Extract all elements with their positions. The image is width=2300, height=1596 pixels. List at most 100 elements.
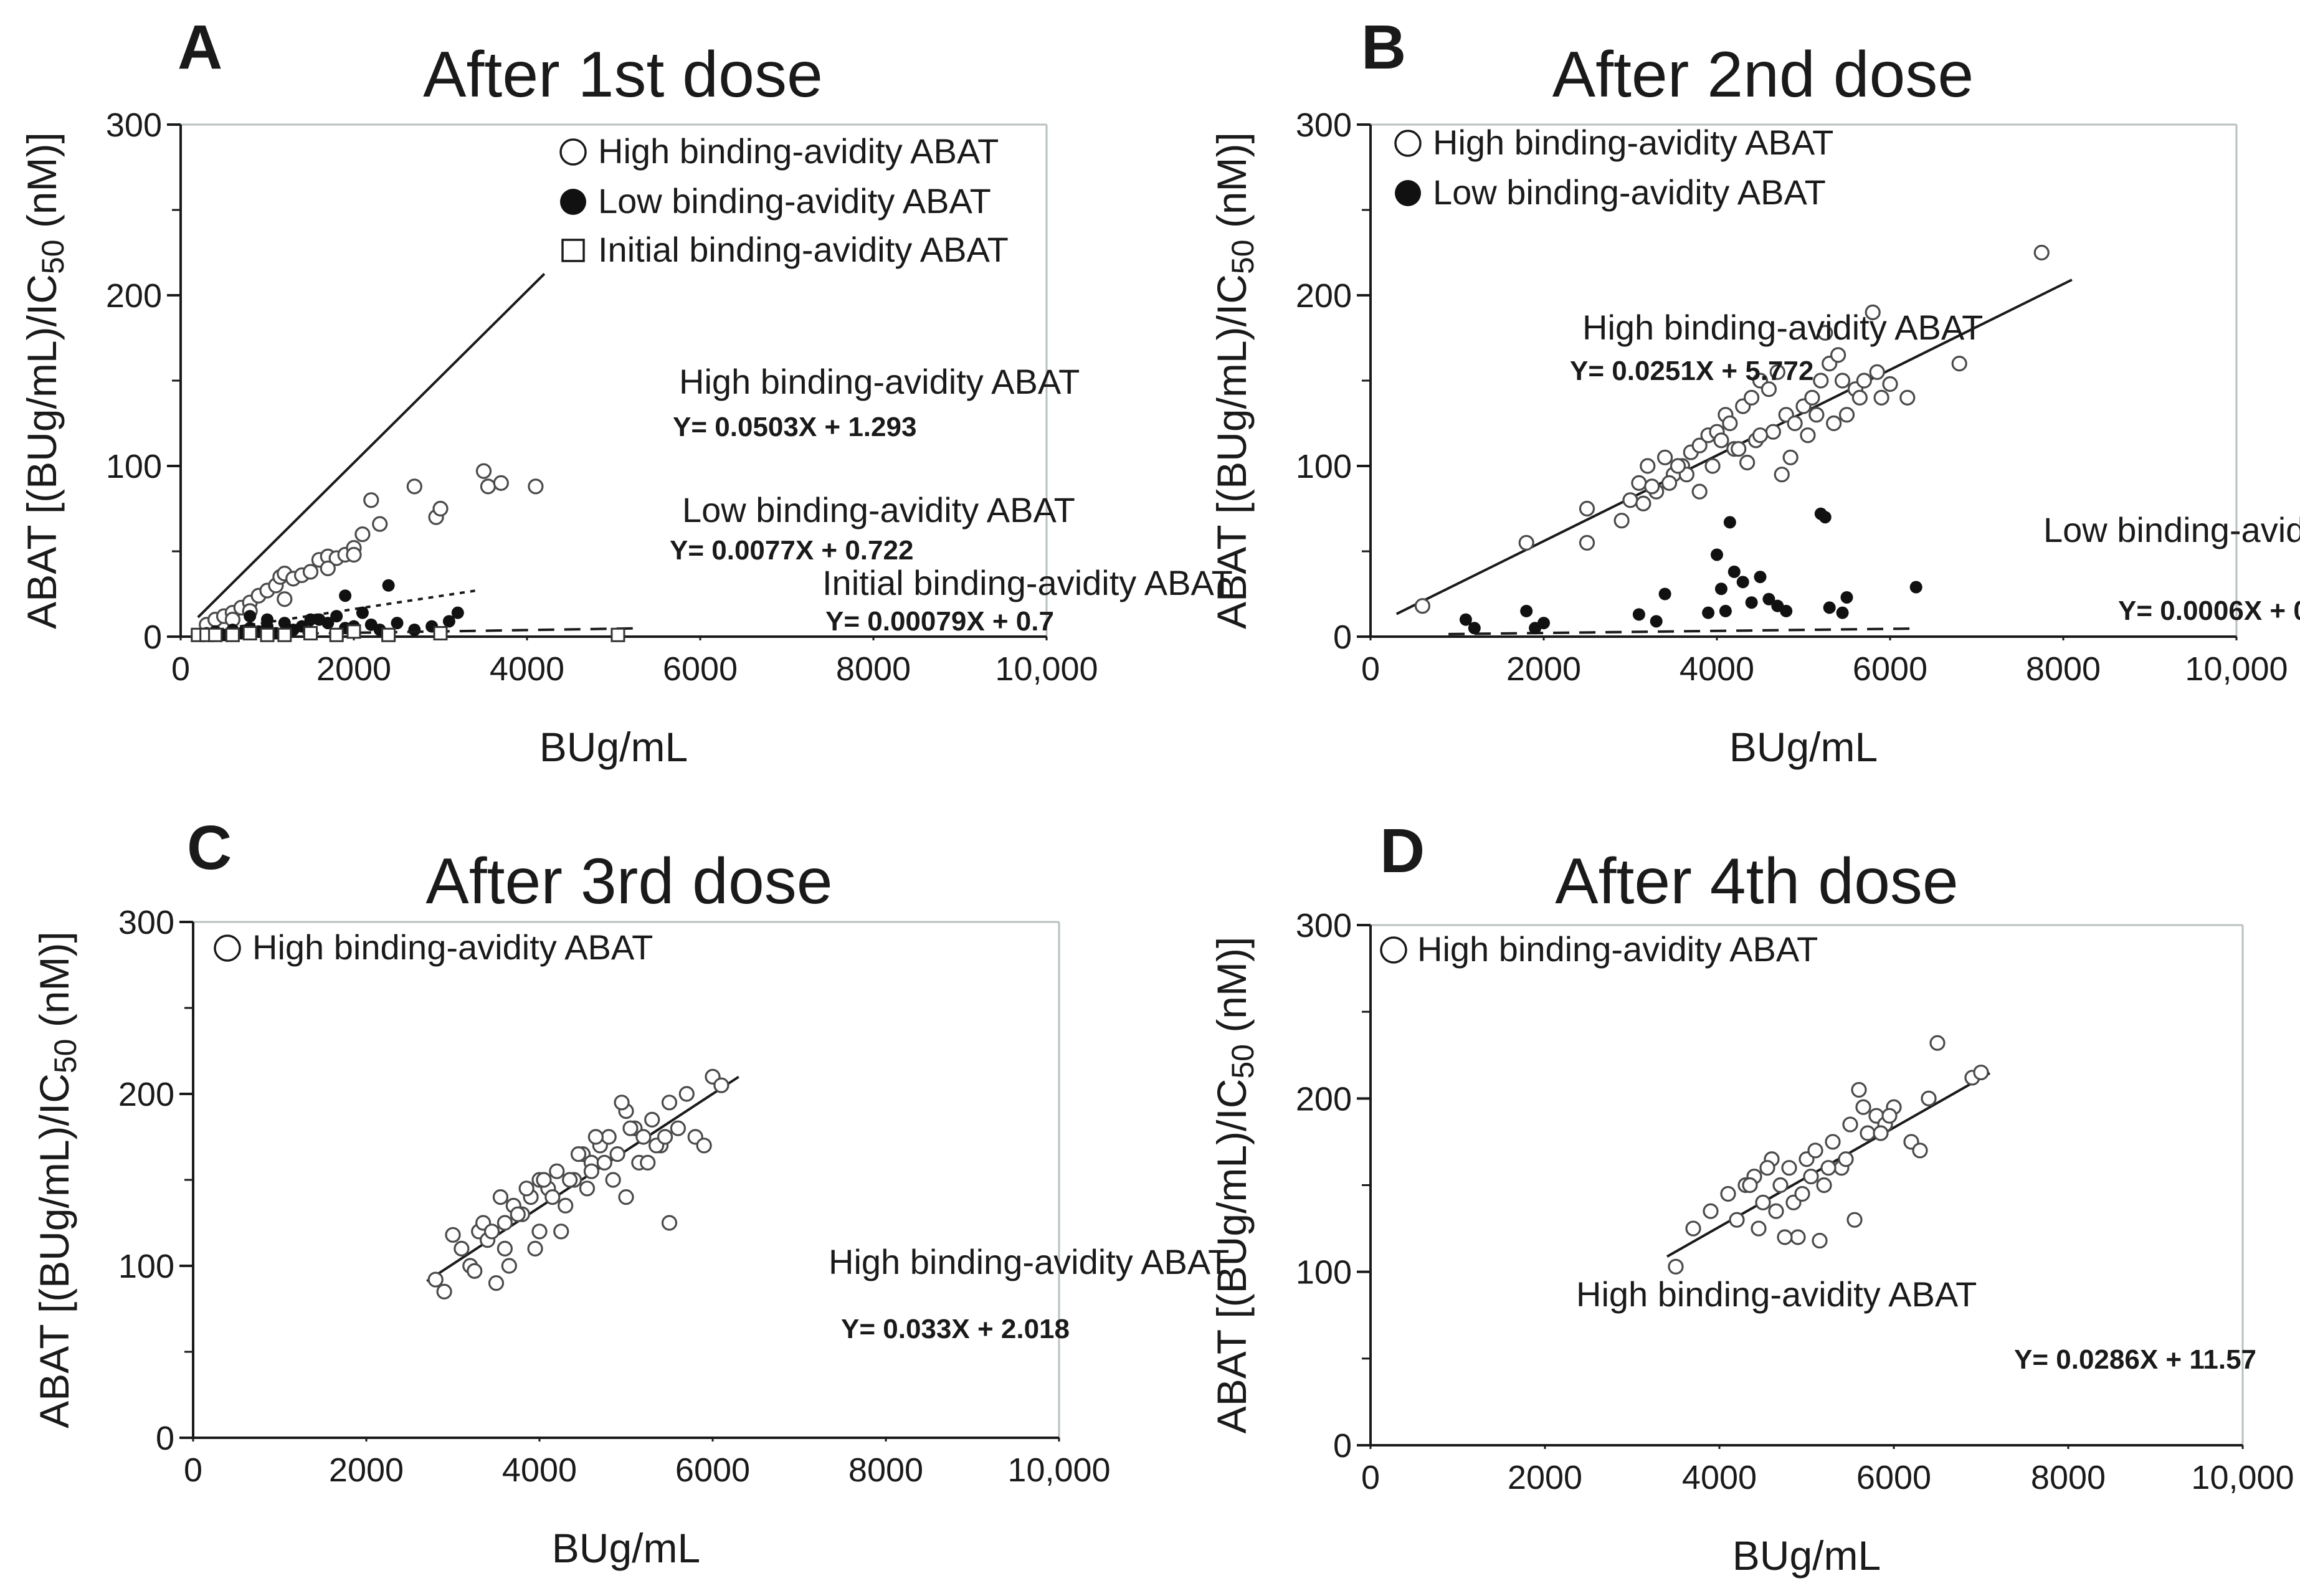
data-point-open-circle [1765,424,1781,440]
data-point-filled-circle [1714,582,1727,596]
data-point-open-circle [501,1258,517,1274]
data-point-open-circle [1973,1064,1989,1081]
data-point-filled-circle [1727,565,1741,578]
x-tick-label: 2000 [329,1451,404,1489]
data-point-open-circle [614,1095,630,1111]
data-point-open-circle [536,1172,552,1188]
data-point-filled-circle [1745,596,1758,609]
data-point-open-circle [372,516,388,532]
data-point-open-circle [1579,500,1595,517]
annotation-equation: Y= 0.0503X + 1.293 [673,412,916,442]
data-point-open-circle [1579,534,1595,551]
x-axis-label: BUg/mL [552,1525,700,1571]
data-point-filled-circle [1780,604,1793,617]
data-point-open-circle [1787,415,1803,432]
data-point-open-circle [1635,495,1651,511]
data-point-open-circle [1761,381,1777,397]
annotation-label: Initial binding-avidity ABAT [822,563,1233,602]
data-point-filled-circle [382,579,395,592]
data-point-open-circle [1729,1212,1745,1228]
legend-marker-open-circle [1380,936,1407,964]
data-point-open-circle [1752,427,1769,444]
panel-letter: D [1380,816,1425,886]
data-point-open-circle [558,1197,574,1214]
data-point-open-circle [1838,1151,1854,1167]
data-point-filled-circle [1823,601,1836,614]
data-point-filled-circle [1459,613,1472,626]
x-tick-label: 4000 [490,650,564,688]
data-point-open-circle [1790,1229,1806,1245]
data-point-open-circle [1742,1177,1758,1194]
data-point-open-circle [1739,454,1756,471]
legend-label: Low binding-avidity ABAT [598,181,991,221]
data-point-open-square [433,626,448,641]
legend-label: Low binding-avidity ABAT [1433,173,1826,212]
y-tick-label: 100 [118,1248,174,1285]
data-point-open-circle [1830,347,1846,363]
data-point-open-circle [480,478,497,495]
data-point-open-circle [1846,1212,1863,1228]
y-axis-label-main: ABAT [(BUg/mL)/IC [1209,274,1255,629]
data-point-open-circle [1640,458,1656,474]
data-point-open-square [303,626,318,641]
data-point-open-circle [406,478,422,495]
data-point-filled-circle [321,617,335,630]
data-point-filled-circle [1650,615,1663,628]
data-point-open-circle [1622,492,1638,508]
annotation-equation: Y= 0.033X + 2.018 [841,1314,1070,1344]
legend-label: High binding-avidity ABAT [1433,123,1833,162]
x-tick-label: 10,000 [2185,650,2288,688]
y-axis-label-main: ABAT [(BUg/mL)/IC [19,274,65,629]
data-point-open-circle [1834,373,1851,389]
data-point-open-circle [1518,534,1534,551]
data-point-filled-circle [442,615,455,628]
data-point-open-circle [1812,1232,1828,1249]
data-point-open-circle [1851,1081,1867,1098]
data-point-open-circle [1661,475,1678,492]
data-point-open-circle [432,500,449,517]
data-point-open-circle [640,1154,656,1171]
data-point-open-circle [1731,440,1747,457]
chart-panel-a: A After 1st dose 0 100 200 300 0 2000 4000 6000 80… [19,12,1233,770]
legend-label: High binding-avidity ABAT [1417,929,1818,969]
data-point-open-circle [1613,513,1630,529]
data-point-open-square [611,627,625,642]
y-tick-label: 100 [1296,1254,1352,1291]
data-point-filled-circle [261,613,273,626]
data-point-open-circle [346,546,362,563]
x-axis-label: BUg/mL [539,724,688,770]
y-tick-label: 300 [1296,907,1352,944]
data-point-open-circle [587,1129,604,1145]
data-point-open-circle [644,1111,660,1128]
data-point-filled-circle [1723,516,1736,529]
data-point-open-circle [1668,1258,1684,1275]
y-tick-label: 0 [1333,619,1352,656]
data-point-open-circle [2033,244,2050,261]
data-point-filled-circle [1702,606,1715,619]
data-point-open-circle [601,1129,617,1145]
annotation-equation: Y= 0.0251X + 5.772 [1570,356,1813,386]
legend-marker-open-circle [559,138,587,166]
annotation-equation: Y= 0.00079X + 0.7 [825,606,1054,637]
data-point-filled-circle [244,610,257,623]
data-point-open-circle [1774,467,1790,483]
data-point-open-square [346,624,361,639]
data-point-open-circle [1759,1160,1775,1176]
data-point-open-square [381,627,396,642]
data-point-open-circle [1769,364,1785,380]
data-point-open-circle [1869,364,1885,380]
annotation-equation: Y= 0.0286X + 11.57 [2014,1344,2256,1375]
data-point-open-circle [635,1129,652,1145]
panel-letter: A [178,12,222,82]
y-tick-label: 100 [1296,448,1352,485]
y-axis-label-tail: (nM)] [31,931,77,1038]
data-point-filled-circle [1658,587,1671,601]
data-point-open-circle [1781,1160,1797,1176]
data-point-open-circle [1881,1108,1898,1124]
data-point-open-circle [570,1146,587,1162]
data-point-open-circle [1842,1116,1858,1133]
data-point-open-circle [497,1215,513,1231]
annotation-equation: Y= 0.0006X + 0.9654 [2118,596,2300,626]
fit-line [426,1075,739,1283]
y-tick-label: 200 [1296,1080,1352,1118]
